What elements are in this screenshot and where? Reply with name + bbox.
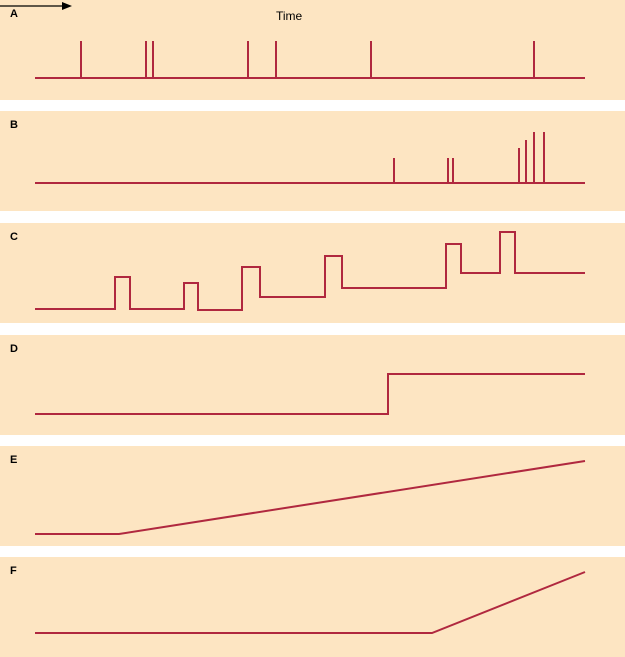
trace-e: [35, 460, 586, 535]
panel-label-c: C: [10, 231, 18, 243]
panel-label-f: F: [10, 565, 17, 577]
panel-label-b: B: [10, 119, 18, 131]
panel-e: E: [0, 446, 625, 546]
trace-a: [35, 41, 585, 79]
trace-b: [35, 132, 585, 184]
trace-d: [35, 373, 585, 415]
panel-label-a: A: [10, 8, 18, 20]
time-arrow-icon: [0, 2, 72, 10]
panel-d: D: [0, 335, 625, 435]
panel-label-d: D: [10, 343, 18, 355]
panel-a: A Time: [0, 0, 625, 100]
time-label: Time: [276, 9, 303, 23]
trace-c: [35, 231, 585, 311]
panel-f: F: [0, 557, 625, 657]
panel-label-e: E: [10, 454, 18, 466]
panel-c: C: [0, 223, 625, 323]
trace-f: [35, 571, 586, 634]
panel-b: B: [0, 111, 625, 211]
